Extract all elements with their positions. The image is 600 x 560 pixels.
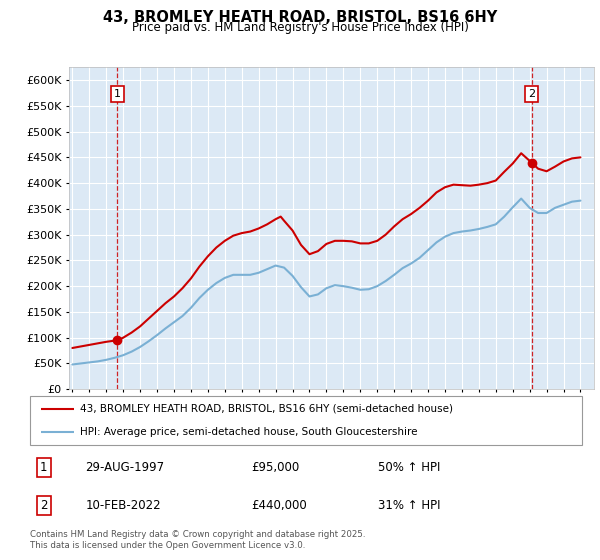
- Text: HPI: Average price, semi-detached house, South Gloucestershire: HPI: Average price, semi-detached house,…: [80, 427, 417, 437]
- FancyBboxPatch shape: [30, 396, 582, 445]
- Text: £440,000: £440,000: [251, 499, 307, 512]
- Text: 1: 1: [40, 461, 47, 474]
- Text: 2: 2: [528, 89, 535, 99]
- Text: 2: 2: [40, 499, 47, 512]
- Text: This data is licensed under the Open Government Licence v3.0.: This data is licensed under the Open Gov…: [30, 541, 305, 550]
- Text: £95,000: £95,000: [251, 461, 299, 474]
- Text: 43, BROMLEY HEATH ROAD, BRISTOL, BS16 6HY: 43, BROMLEY HEATH ROAD, BRISTOL, BS16 6H…: [103, 10, 497, 25]
- Text: 43, BROMLEY HEATH ROAD, BRISTOL, BS16 6HY (semi-detached house): 43, BROMLEY HEATH ROAD, BRISTOL, BS16 6H…: [80, 404, 452, 414]
- Text: 10-FEB-2022: 10-FEB-2022: [85, 499, 161, 512]
- Text: Price paid vs. HM Land Registry's House Price Index (HPI): Price paid vs. HM Land Registry's House …: [131, 21, 469, 34]
- Text: Contains HM Land Registry data © Crown copyright and database right 2025.: Contains HM Land Registry data © Crown c…: [30, 530, 365, 539]
- Text: 50% ↑ HPI: 50% ↑ HPI: [378, 461, 440, 474]
- Text: 1: 1: [114, 89, 121, 99]
- Text: 29-AUG-1997: 29-AUG-1997: [85, 461, 164, 474]
- Text: 31% ↑ HPI: 31% ↑ HPI: [378, 499, 440, 512]
